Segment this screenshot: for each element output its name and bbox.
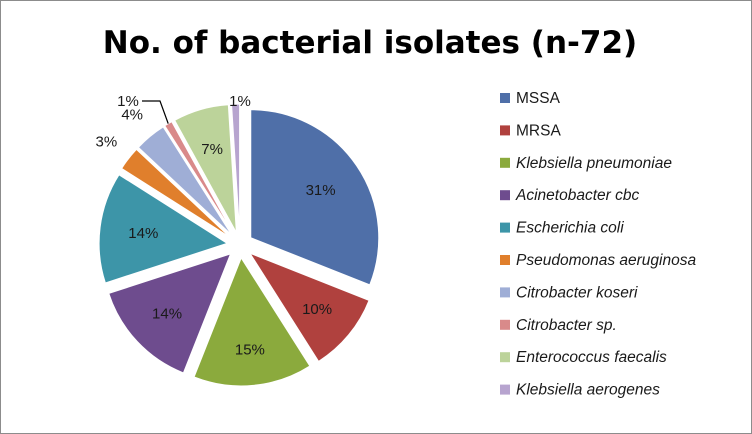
slice-labels: 31%10%15%14%14%3%4%1%7%1% <box>95 93 335 359</box>
slice-klebsiella-pneumoniae <box>193 256 311 387</box>
legend-swatch-citrobacter-sp <box>500 319 510 330</box>
slice-label-citrobacter-sp: 1% <box>117 93 139 110</box>
slice-label-citrobacter-koseri: 4% <box>121 107 143 124</box>
slice-label-klebsiella-pneumoniae: 15% <box>235 342 265 359</box>
legend-swatch-klebsiella-aerogenes <box>500 384 510 395</box>
legend-label-klebsiella-pneumoniae: Klebsiella pneumoniae <box>516 155 672 172</box>
slice-label-mssa: 31% <box>306 182 336 199</box>
legend-label-pseudomonas-aeruginosa: Pseudomonas aeruginosa <box>516 252 696 269</box>
legend-swatch-pseudomonas-aeruginosa <box>500 255 510 265</box>
legend-swatch-citrobacter-koseri <box>500 287 510 298</box>
legend-label-klebsiella-aerogenes: Klebsiella aerogenes <box>516 382 660 399</box>
slice-citrobacter-koseri <box>137 126 233 236</box>
legend: MSSA MRSA Klebsiella pneumoniae Acinetobact… <box>500 90 696 399</box>
slice-pseudomonas-aeruginosa <box>120 148 231 238</box>
legend-label-mrsa: MRSA <box>516 122 561 139</box>
slice-label-klebsiella-aerogenes: 1% <box>229 93 251 110</box>
slice-label-mrsa: 10% <box>302 301 332 318</box>
legend-label-enterococcus-faecalis: Enterococcus faecalis <box>516 349 667 366</box>
slice-acinetobacter-cbc <box>108 253 232 374</box>
legend-label-escherichia-coli: Escherichia coli <box>516 220 624 237</box>
legend-label-citrobacter-sp: Citrobacter sp. <box>516 317 617 334</box>
slice-label-pseudomonas-aeruginosa: 3% <box>95 133 117 150</box>
legend-label-mssa: MSSA <box>516 90 561 107</box>
legend-label-citrobacter-koseri: Citrobacter koseri <box>516 284 638 301</box>
slice-mssa <box>250 109 380 286</box>
leader-line-citrobacter-sp <box>142 100 169 124</box>
slice-label-acinetobacter-cbc: 14% <box>152 305 182 322</box>
slice-enterococcus-faecalis <box>174 104 237 233</box>
slice-label-enterococcus-faecalis: 7% <box>201 141 223 158</box>
legend-swatch-klebsiella-pneumoniae <box>500 157 510 168</box>
pie-slices <box>98 103 380 387</box>
legend-swatch-enterococcus-faecalis <box>500 352 510 363</box>
legend-label-acinetobacter-cbc: Acinetobacter cbc <box>515 187 639 204</box>
slice-label-escherichia-coli: 14% <box>128 225 158 242</box>
slice-escherichia-coli <box>98 174 229 284</box>
legend-swatch-mrsa <box>500 125 510 136</box>
legend-swatch-mssa <box>500 93 510 103</box>
legend-swatch-escherichia-coli <box>500 222 510 233</box>
legend-swatch-acinetobacter-cbc <box>500 190 510 201</box>
slice-klebsiella-aerogenes <box>231 103 241 233</box>
chart-title: No. of bacterial isolates (n-72) <box>103 25 637 61</box>
slice-mrsa <box>248 252 370 363</box>
